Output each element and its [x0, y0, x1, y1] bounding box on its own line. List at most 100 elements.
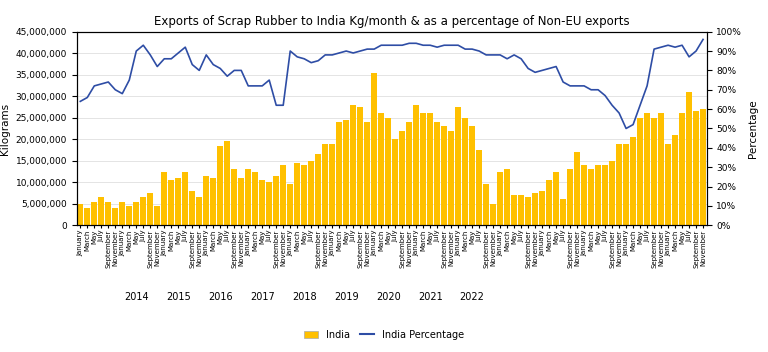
Bar: [141, 197, 146, 225]
Bar: [372, 73, 377, 225]
Bar: [511, 195, 517, 225]
Bar: [301, 165, 307, 225]
Bar: [260, 180, 265, 225]
Bar: [435, 122, 440, 225]
Bar: [379, 113, 384, 225]
Bar: [316, 154, 321, 225]
Bar: [231, 169, 237, 225]
Y-axis label: Percentage: Percentage: [748, 99, 758, 158]
Bar: [568, 169, 573, 225]
Bar: [175, 178, 181, 225]
Bar: [442, 126, 447, 225]
Bar: [546, 180, 552, 225]
Bar: [154, 206, 160, 225]
Bar: [449, 131, 454, 225]
Bar: [665, 144, 671, 225]
Bar: [238, 178, 244, 225]
Bar: [455, 107, 461, 225]
Bar: [91, 202, 97, 225]
Legend: India, India Percentage: India, India Percentage: [300, 326, 468, 344]
Bar: [588, 169, 594, 225]
Bar: [595, 165, 601, 225]
Bar: [357, 107, 363, 225]
Bar: [197, 197, 202, 225]
Bar: [427, 113, 433, 225]
Bar: [574, 152, 580, 225]
Bar: [280, 165, 286, 225]
Bar: [204, 176, 209, 225]
Bar: [127, 206, 132, 225]
Bar: [644, 113, 650, 225]
Bar: [399, 131, 405, 225]
Bar: [329, 144, 335, 225]
Bar: [190, 191, 195, 225]
Bar: [518, 195, 524, 225]
Text: 2017: 2017: [250, 292, 275, 302]
Bar: [700, 109, 706, 225]
Bar: [84, 208, 90, 225]
Text: 2019: 2019: [334, 292, 359, 302]
Bar: [98, 197, 104, 225]
Text: 2022: 2022: [460, 292, 485, 302]
Bar: [624, 144, 629, 225]
Bar: [386, 118, 391, 225]
Bar: [253, 171, 258, 225]
Bar: [658, 113, 664, 225]
Bar: [224, 142, 230, 225]
Bar: [420, 113, 426, 225]
Bar: [323, 144, 328, 225]
Bar: [392, 139, 398, 225]
Bar: [637, 118, 643, 225]
Bar: [105, 202, 111, 225]
Y-axis label: Kilograms: Kilograms: [0, 102, 10, 155]
Bar: [679, 113, 685, 225]
Text: 2014: 2014: [124, 292, 148, 302]
Bar: [161, 171, 167, 225]
Bar: [561, 200, 566, 225]
Text: 2018: 2018: [292, 292, 316, 302]
Bar: [476, 150, 482, 225]
Bar: [672, 135, 678, 225]
Bar: [483, 184, 489, 225]
Bar: [609, 161, 615, 225]
Title: Exports of Scrap Rubber to India Kg/month & as a percentage of Non-EU exports: Exports of Scrap Rubber to India Kg/mont…: [154, 15, 630, 28]
Bar: [168, 180, 174, 225]
Bar: [210, 178, 216, 225]
Bar: [336, 122, 342, 225]
Bar: [134, 202, 139, 225]
Bar: [78, 204, 83, 225]
Text: 2016: 2016: [208, 292, 233, 302]
Bar: [532, 193, 538, 225]
Bar: [246, 169, 251, 225]
Bar: [217, 146, 223, 225]
Bar: [294, 163, 300, 225]
Bar: [266, 182, 272, 225]
Bar: [287, 184, 293, 225]
Bar: [498, 171, 503, 225]
Text: 2020: 2020: [376, 292, 401, 302]
Bar: [309, 161, 314, 225]
Bar: [147, 193, 153, 225]
Bar: [462, 118, 468, 225]
Bar: [694, 111, 699, 225]
Bar: [581, 165, 587, 225]
Bar: [505, 169, 510, 225]
Bar: [687, 92, 692, 225]
Bar: [616, 144, 622, 225]
Bar: [183, 171, 188, 225]
Bar: [112, 208, 118, 225]
Bar: [469, 126, 475, 225]
Bar: [651, 118, 657, 225]
Bar: [602, 165, 608, 225]
Bar: [490, 204, 496, 225]
Bar: [539, 191, 545, 225]
Bar: [525, 197, 531, 225]
Text: 2021: 2021: [418, 292, 442, 302]
Bar: [120, 202, 125, 225]
Bar: [553, 171, 559, 225]
Bar: [631, 137, 636, 225]
Bar: [413, 105, 419, 225]
Bar: [364, 122, 370, 225]
Bar: [273, 176, 279, 225]
Bar: [406, 122, 412, 225]
